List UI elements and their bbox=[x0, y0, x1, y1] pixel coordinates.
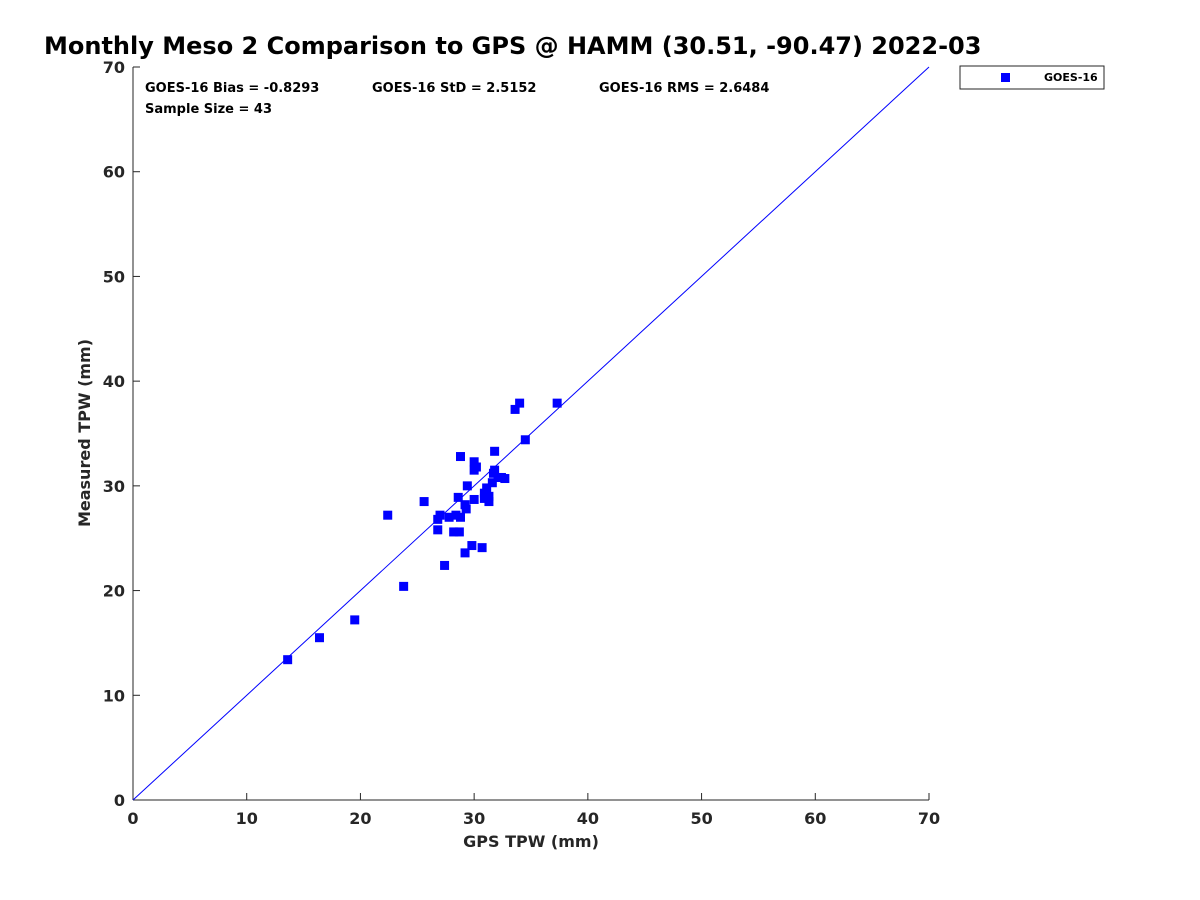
data-point bbox=[461, 504, 471, 514]
data-point bbox=[455, 512, 465, 522]
data-point bbox=[467, 541, 477, 551]
x-tick-label: 50 bbox=[690, 809, 712, 828]
data-point bbox=[482, 483, 492, 493]
x-tick-label: 60 bbox=[804, 809, 826, 828]
plot-axes bbox=[132, 67, 929, 801]
data-point bbox=[515, 398, 525, 408]
x-tick-label: 20 bbox=[349, 809, 371, 828]
data-point bbox=[469, 494, 479, 504]
x-tick-label: 70 bbox=[918, 809, 940, 828]
stat-bias: GOES-16 Bias = -0.8293 bbox=[145, 81, 319, 96]
stat-std: GOES-16 StD = 2.5152 bbox=[372, 81, 536, 96]
data-point bbox=[520, 435, 530, 445]
data-point bbox=[552, 398, 562, 408]
data-point bbox=[454, 527, 464, 537]
x-tick-label: 0 bbox=[127, 809, 138, 828]
stat-rms: GOES-16 RMS = 2.6484 bbox=[599, 81, 769, 96]
data-point bbox=[469, 457, 479, 467]
data-point bbox=[449, 527, 459, 537]
data-point bbox=[477, 543, 487, 553]
x-axis-label: GPS TPW (mm) bbox=[463, 832, 599, 851]
data-point bbox=[479, 488, 489, 498]
chart-title: Monthly Meso 2 Comparison to GPS @ HAMM … bbox=[44, 32, 981, 60]
data-point bbox=[455, 452, 465, 462]
stat-sample-size: Sample Size = 43 bbox=[145, 102, 272, 117]
data-point bbox=[314, 633, 324, 643]
data-point bbox=[283, 655, 293, 665]
legend: GOES-16 bbox=[959, 65, 1105, 90]
data-point bbox=[471, 462, 481, 472]
data-point bbox=[460, 548, 470, 558]
data-point bbox=[433, 525, 443, 535]
data-point bbox=[487, 478, 497, 488]
reference-line-1to1 bbox=[132, 66, 930, 801]
data-point bbox=[462, 481, 472, 491]
y-tick-label: 40 bbox=[103, 372, 125, 391]
legend-entry-label: GOES-16 bbox=[1044, 71, 1098, 84]
y-axis-label: Measured TPW (mm) bbox=[75, 339, 94, 527]
data-point bbox=[490, 446, 500, 456]
data-point bbox=[510, 404, 520, 414]
data-point bbox=[488, 468, 498, 478]
y-tick-label: 0 bbox=[114, 791, 125, 810]
y-tick-label: 10 bbox=[103, 686, 125, 705]
data-point bbox=[479, 493, 489, 503]
data-points bbox=[283, 398, 562, 665]
y-tick-label: 60 bbox=[103, 163, 125, 182]
data-point bbox=[484, 497, 494, 507]
data-point bbox=[500, 474, 510, 484]
data-point bbox=[435, 510, 445, 520]
data-point bbox=[350, 615, 360, 625]
y-tick-label: 70 bbox=[103, 58, 125, 77]
x-tick-label: 30 bbox=[463, 809, 485, 828]
data-point bbox=[451, 510, 461, 520]
x-tick-label: 10 bbox=[236, 809, 258, 828]
data-point bbox=[484, 491, 494, 501]
data-point bbox=[453, 492, 463, 502]
one-to-one-line bbox=[132, 66, 930, 801]
axis-ticks: 0 10 20 30 40 50 60 70 0 10 20 30 40 50 60 70 bbox=[103, 58, 940, 828]
data-point bbox=[383, 510, 393, 520]
data-point bbox=[419, 497, 429, 507]
data-point bbox=[444, 512, 454, 522]
data-point bbox=[440, 560, 450, 570]
x-tick-label: 40 bbox=[577, 809, 599, 828]
legend-marker-square bbox=[1001, 73, 1010, 82]
y-tick-label: 50 bbox=[103, 267, 125, 286]
data-point bbox=[399, 581, 409, 591]
legend-box bbox=[959, 65, 1105, 90]
y-tick-label: 30 bbox=[103, 477, 125, 496]
y-tick-label: 20 bbox=[103, 582, 125, 601]
